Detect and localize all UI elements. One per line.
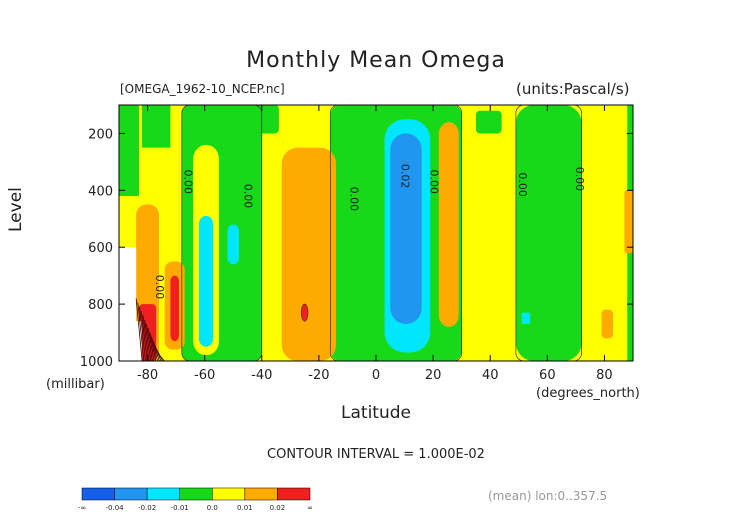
contour-label: 0.00 <box>516 172 529 197</box>
x-tick-label: -20 <box>308 368 329 383</box>
hatch-line <box>146 323 153 362</box>
hatch-line <box>137 302 145 362</box>
band-cyan-4 <box>521 312 531 325</box>
hatch-line <box>151 336 158 362</box>
hatch-line <box>147 328 155 362</box>
mean-note: (mean) lon:0..357.5 <box>488 489 608 503</box>
hatch-line <box>149 332 157 362</box>
missing-region-2 <box>136 321 142 361</box>
contour-label: 0.00 <box>242 184 255 209</box>
hatch-line <box>144 319 152 362</box>
missing-region <box>119 247 137 361</box>
band-cyan-2 <box>227 224 239 265</box>
y-tick-label: 200 <box>88 127 113 142</box>
file-name: [OMEGA_1962-10_NCEP.nc] <box>120 82 285 96</box>
band-green-6 <box>475 110 502 134</box>
hatch-line <box>158 353 165 362</box>
contour-labels: 0.00 0.00 0.00 0.02 0.00 0.00 0.00 0.00 <box>153 164 586 299</box>
x-tick-label: -40 <box>251 368 272 383</box>
contour-label: 0.00 <box>153 275 166 300</box>
contour-label: 0.00 <box>427 170 440 195</box>
colorbar: -∞ -0.04 -0.02 -0.01 0.0 0.01 0.02 ∞ <box>78 487 313 512</box>
band-orange-1 <box>281 147 337 361</box>
colorbar-swatch <box>81 487 115 501</box>
y-tick-label: 1000 <box>80 355 113 370</box>
x-axis: -80 -60 -40 -20 0 20 40 60 80 <box>137 105 613 383</box>
colorbar-label: ∞ <box>307 504 313 512</box>
x-axis-label: Latitude <box>341 403 411 423</box>
colorbar-swatch <box>212 487 246 501</box>
contour-interval: CONTOUR INTERVAL = 1.000E-02 <box>267 447 485 462</box>
y-axis-units: (millibar) <box>46 377 105 392</box>
band-green-1 <box>141 105 171 148</box>
units-label: (units:Pascal/s) <box>516 80 630 98</box>
colorbar-label: -0.01 <box>171 504 189 512</box>
band-orange-5 <box>624 190 633 253</box>
hatch-line <box>154 345 162 362</box>
contour-label: 0.00 <box>182 170 195 195</box>
x-axis-units: (degrees_north) <box>536 386 640 401</box>
band-cyan-1 <box>198 215 214 347</box>
band-green-3 <box>238 105 279 134</box>
hatch-line <box>152 340 160 362</box>
colorbar-label: 0.0 <box>207 504 218 512</box>
y-axis: 200 400 600 800 1000 <box>80 127 633 370</box>
colorbar-swatch <box>244 487 278 501</box>
band-green-8 <box>119 105 139 197</box>
band-green-5 <box>515 105 582 361</box>
hatch-line <box>140 311 148 362</box>
colorbar-swatch <box>114 487 148 501</box>
band-orange-4 <box>438 122 459 327</box>
band-red-3 <box>300 303 309 322</box>
x-tick-label: 40 <box>482 368 499 383</box>
x-tick-label: -60 <box>194 368 215 383</box>
colorbar-label: -∞ <box>78 504 86 512</box>
hatch-line <box>142 315 150 362</box>
band-red-1 <box>170 275 179 342</box>
colorbar-label: 0.01 <box>237 504 253 512</box>
band-yellow-2 <box>261 170 285 350</box>
hatch-line <box>139 306 146 362</box>
contour-label: 0.00 <box>347 187 360 212</box>
x-tick-label: 80 <box>596 368 613 383</box>
band-orange-6 <box>601 309 614 339</box>
x-tick-label: 20 <box>425 368 442 383</box>
x-tick-label: -80 <box>137 368 158 383</box>
colorbar-swatch <box>146 487 180 501</box>
y-tick-label: 400 <box>88 184 113 199</box>
band-blue-1 <box>390 133 422 325</box>
colorbar-label: 0.02 <box>270 504 286 512</box>
colorbar-swatch <box>179 487 213 501</box>
x-tick-label: 60 <box>539 368 556 383</box>
hatch-line <box>135 298 143 362</box>
x-tick-label: 0 <box>372 368 380 383</box>
y-tick-label: 800 <box>88 298 113 313</box>
y-tick-label: 600 <box>88 241 113 256</box>
contour-label: 0.00 <box>573 167 586 192</box>
contour-bands <box>119 105 633 361</box>
colorbar-label: -0.04 <box>106 504 125 512</box>
contour-label: 0.02 <box>399 164 412 189</box>
colorbar-label: -0.02 <box>138 504 156 512</box>
colorbar-swatch <box>277 487 311 501</box>
chart-title: Monthly Mean Omega <box>246 48 506 73</box>
